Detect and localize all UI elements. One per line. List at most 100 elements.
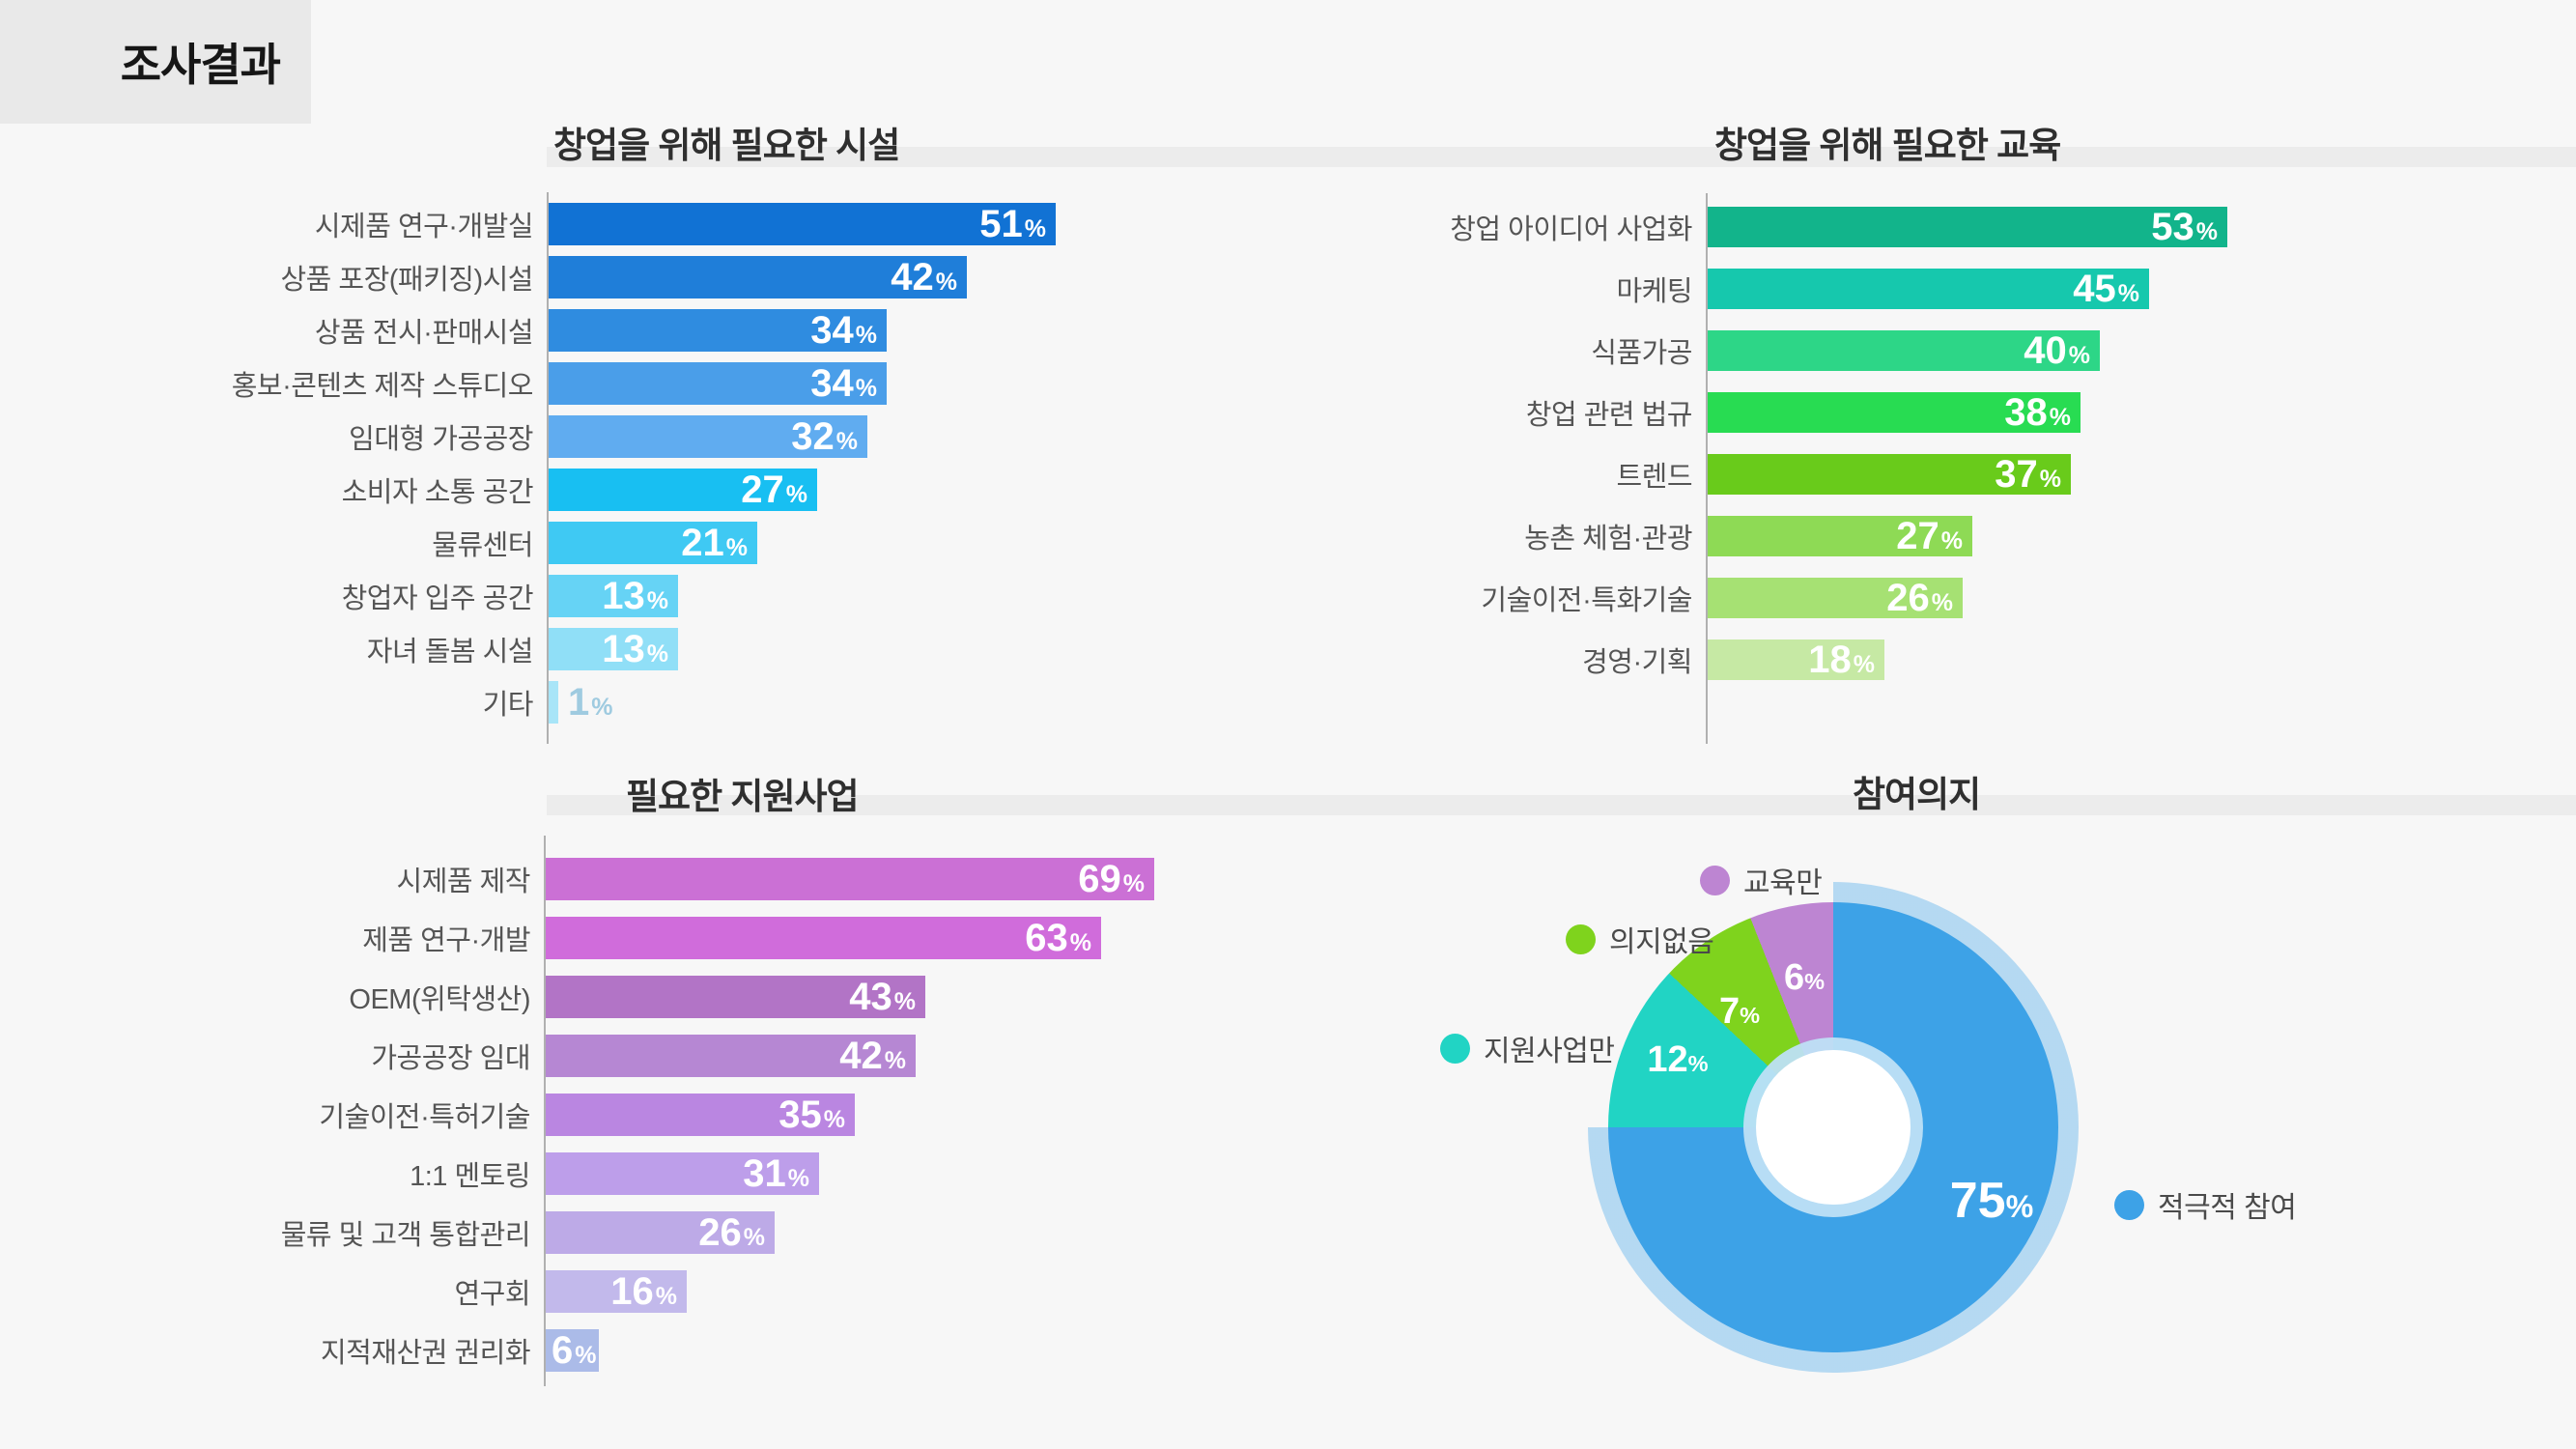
bar-support-4: 35% xyxy=(546,1093,855,1136)
bar-education-4: 37% xyxy=(1708,454,2071,495)
category-label: 임대형 가공공장 xyxy=(349,423,533,455)
bar-value: 35% xyxy=(778,1093,845,1136)
bar-value: 16% xyxy=(610,1269,677,1313)
chart-title-participation: 참여의지 xyxy=(1853,775,1981,814)
bar-rows: 시제품 제작 69% 제품 연구·개발 63% OEM(위탁생산) 43% 가공공장 임대 4… xyxy=(281,836,1280,1379)
category-label: 홍보·콘텐츠 제작 스튜디오 xyxy=(231,370,534,402)
bar-row: 시제품 제작 69% xyxy=(397,849,1280,908)
bar-support-1: 63% xyxy=(546,916,1101,959)
bar-facilities-7: 13% xyxy=(549,574,678,617)
bar-row: 임대형 가공공장 32% xyxy=(349,410,1283,463)
bar-value: 18% xyxy=(1808,639,1875,681)
chart-title-support: 필요한 지원사업 xyxy=(626,777,860,816)
category-label: 마케팅 xyxy=(1616,276,1692,307)
bar-education-7: 18% xyxy=(1708,639,1884,680)
legend-dot-active-participation xyxy=(2114,1189,2144,1220)
bar-rows: 창업 아이디어 사업화 53% 마케팅 45% 식품가공 40% 창업 관련 법규 38% 트렌… xyxy=(1450,193,2442,691)
legend-item-support-only: 지원사업만 xyxy=(1440,1027,1615,1069)
bar-row: 트렌드 37% xyxy=(1616,443,2442,505)
bar-value: 6% xyxy=(552,1328,597,1372)
bar-education-5: 27% xyxy=(1708,516,1972,556)
bar-row: 물류 및 고객 통합관리 26% xyxy=(281,1203,1280,1262)
category-label: 물류센터 xyxy=(432,529,533,561)
bar-education-0: 53% xyxy=(1708,207,2227,247)
bar-value: 69% xyxy=(1078,857,1145,900)
bar-row: 상품 전시·판매시설 34% xyxy=(315,303,1283,356)
bar-value: 43% xyxy=(849,975,916,1018)
bar-facilities-1: 42% xyxy=(549,255,967,298)
bar-value: 27% xyxy=(741,468,807,511)
bar-chart-education: 창업 아이디어 사업화 53% 마케팅 45% 식품가공 40% 창업 관련 법규 38% 트렌… xyxy=(1450,193,2442,744)
bar-facilities-9: 1% xyxy=(549,680,612,724)
bar-support-7: 16% xyxy=(546,1269,687,1313)
bar-value: 34% xyxy=(810,308,877,352)
bar-rows: 시제품 연구·개발실 51% 상품 포장(패키징)시설 42% 상품 전시·판매시설 34… xyxy=(232,192,1283,728)
bar-row: 경영·기획 18% xyxy=(1582,629,2442,691)
bar-row: 농촌 체험·관광 27% xyxy=(1524,505,2442,567)
bar-value: 53% xyxy=(2151,206,2218,248)
category-label: 자녀 돌봄 시설 xyxy=(366,636,534,668)
bar-value: 51% xyxy=(979,202,1046,245)
bar-education-1: 45% xyxy=(1708,269,2149,309)
pie-value-no-will: 7% xyxy=(1718,991,1761,1032)
bar-row: 소비자 소통 공간 27% xyxy=(342,463,1283,516)
page-title: 조사결과 xyxy=(120,40,281,90)
bar-value: 1% xyxy=(568,680,613,724)
bar-row: 창업자 입주 공간 13% xyxy=(342,569,1283,622)
bar-row: 물류센터 21% xyxy=(432,516,1283,569)
bar-value: 42% xyxy=(891,255,957,298)
category-label: 소비자 소통 공간 xyxy=(341,476,534,508)
chart-title-facilities: 창업을 위해 필요한 시설 xyxy=(553,126,900,165)
bar-facilities-3: 34% xyxy=(549,361,887,405)
title-band-row2 xyxy=(547,795,2576,815)
bar-row: 식품가공 40% xyxy=(1591,320,2442,382)
bar-row: 상품 포장(패키징)시설 42% xyxy=(281,250,1283,303)
legend-label: 적극적 참여 xyxy=(2158,1192,2297,1224)
bar-value: 13% xyxy=(602,627,668,670)
bar-education-3: 38% xyxy=(1708,392,2081,433)
category-label: 식품가공 xyxy=(1591,338,1692,369)
bar-value: 45% xyxy=(2073,268,2139,310)
bar-row: 시제품 연구·개발실 51% xyxy=(315,197,1283,250)
bar-value: 31% xyxy=(743,1151,809,1195)
bar-facilities-2: 34% xyxy=(549,308,887,352)
bar-support-6: 26% xyxy=(546,1210,775,1254)
legend-item-education-only: 교육만 xyxy=(1700,859,1823,901)
category-label: 상품 전시·판매시설 xyxy=(314,317,534,349)
header-box: 조사결과 xyxy=(0,0,311,124)
bar-value: 27% xyxy=(1896,515,1963,557)
category-label: 창업자 입주 공간 xyxy=(341,582,534,614)
bar-row: 기술이전·특허기술 35% xyxy=(319,1085,1280,1144)
bar-value: 37% xyxy=(1995,453,2061,496)
legend-label: 교육만 xyxy=(1743,867,1823,899)
bar-value: 26% xyxy=(1886,577,1953,619)
bar-education-2: 40% xyxy=(1708,330,2100,371)
bar-value: 38% xyxy=(2004,391,2071,434)
category-label: 창업 관련 법규 xyxy=(1525,400,1693,431)
bar-value: 40% xyxy=(2024,329,2090,372)
bar-row: 기술이전·특화기술 26% xyxy=(1481,567,2442,629)
bar-value: 63% xyxy=(1025,916,1091,959)
bar-row: 1:1 멘토링 31% xyxy=(410,1144,1280,1203)
bar-row: 마케팅 45% xyxy=(1616,258,2442,320)
category-label: 기술이전·특허기술 xyxy=(319,1101,530,1133)
title-band-row1 xyxy=(547,147,2576,167)
bar-support-8: 6% xyxy=(546,1328,599,1372)
bar-facilities-4: 32% xyxy=(549,414,867,458)
bar-support-3: 42% xyxy=(546,1034,916,1077)
legend-dot-education-only xyxy=(1700,865,1730,895)
category-label: 시제품 연구·개발실 xyxy=(314,211,534,242)
category-label: 1:1 멘토링 xyxy=(410,1160,530,1192)
category-label: 상품 포장(패키징)시설 xyxy=(280,264,534,296)
pie-value-education-only: 6% xyxy=(1783,957,1826,998)
bar-education-6: 26% xyxy=(1708,578,1963,618)
legend-label: 의지없음 xyxy=(1609,926,1714,958)
category-label: OEM(위탁생산) xyxy=(349,983,530,1015)
bar-value: 26% xyxy=(698,1210,765,1254)
category-label: 창업 아이디어 사업화 xyxy=(1450,214,1692,245)
category-label: 트렌드 xyxy=(1616,462,1692,493)
bar-row: 연구회 16% xyxy=(454,1262,1280,1321)
pie-value-active-participation: 75% xyxy=(1949,1173,2034,1229)
bar-facilities-8: 13% xyxy=(549,627,678,670)
